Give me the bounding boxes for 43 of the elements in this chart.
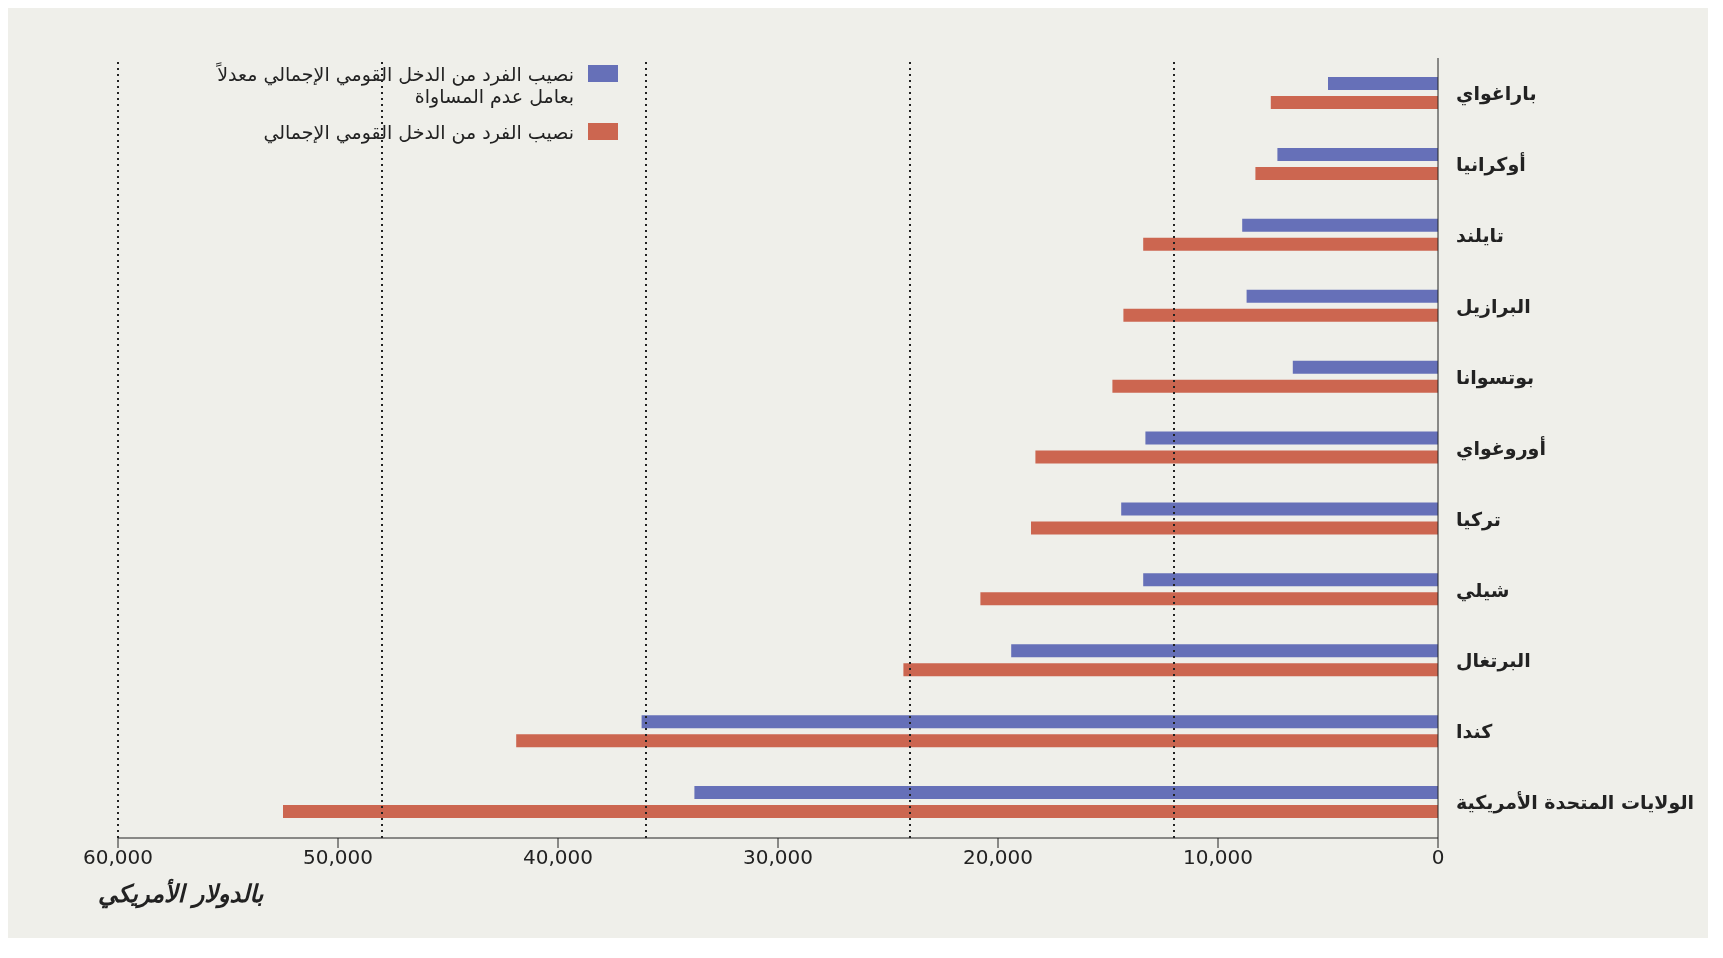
bar (1143, 573, 1438, 587)
x-tick-label: 30,000 (743, 845, 813, 870)
bar (1112, 379, 1438, 393)
bar (283, 805, 1438, 819)
bar (980, 592, 1438, 606)
bar (1123, 308, 1438, 322)
legend-label: نصيب الفرد من الدخل القومي الإجمالي (263, 121, 574, 143)
x-tick-label: 60,000 (83, 845, 153, 870)
bar (1270, 96, 1438, 109)
y-tick-label: شيلي (1456, 578, 1510, 602)
x-tick-label: 40,000 (523, 845, 593, 870)
bar (1328, 77, 1438, 90)
bar (1277, 147, 1438, 161)
y-tick-label: باراغواي (1456, 82, 1537, 107)
bar (903, 663, 1438, 677)
bar (1121, 502, 1438, 516)
y-tick-label: بوتسوانا (1456, 365, 1535, 389)
y-tick-label: أوكرانيا (1456, 152, 1526, 177)
y-tick-label: الولايات المتحدة الأمريكية (1456, 791, 1695, 815)
bar (1035, 450, 1438, 464)
bar (516, 734, 1438, 748)
y-tick-label: أوروغواي (1456, 435, 1546, 461)
y-tick-label: البرازيل (1456, 294, 1531, 318)
bar (641, 715, 1438, 729)
x-tick-label: 20,000 (963, 845, 1033, 870)
x-tick-label: 10,000 (1183, 845, 1253, 870)
bar (1292, 360, 1438, 374)
x-tick-label: 0 (1431, 845, 1445, 870)
bar (1242, 218, 1438, 232)
x-tick-label: 50,000 (303, 845, 373, 870)
bar (1031, 521, 1438, 535)
x-axis-title: بالدولار الأمريكي (98, 880, 264, 908)
bar (1011, 644, 1438, 658)
bar (1143, 237, 1438, 251)
legend-label: نصيب الفرد من الدخل القومي الإجمالي معدلاً بعامل عدم المساواة (215, 63, 574, 107)
bar (694, 786, 1438, 800)
y-tick-label: كندا (1456, 720, 1494, 743)
bar (1255, 166, 1438, 180)
y-tick-label: البرتغال (1456, 649, 1531, 673)
bar (1246, 289, 1438, 303)
y-tick-label: تركيا (1456, 507, 1501, 531)
bar (1145, 431, 1438, 445)
y-tick-label: تايلند (1456, 224, 1504, 247)
